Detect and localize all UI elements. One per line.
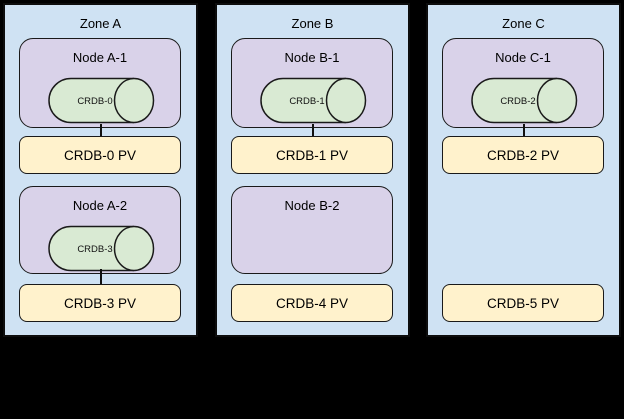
connector-line bbox=[523, 124, 525, 137]
pv-crdb-2: CRDB-2 PV bbox=[442, 136, 604, 174]
pv-crdb-0: CRDB-0 PV bbox=[19, 136, 181, 174]
pv-crdb-2-label: CRDB-2 PV bbox=[486, 147, 559, 163]
crdb-3-cylinder-icon: CRDB-3 bbox=[47, 225, 155, 272]
node-c-1-title: Node C-1 bbox=[495, 50, 551, 65]
zone-b-panel: Zone B Node B-1 CRDB-1 CRDB-1 PV Node B-… bbox=[215, 3, 410, 337]
node-a-1: Node A-1 CRDB-0 bbox=[19, 38, 181, 128]
node-a-1-title: Node A-1 bbox=[72, 50, 128, 65]
pv-crdb-4-label: CRDB-4 PV bbox=[275, 295, 348, 311]
zone-a-title: Zone A bbox=[79, 16, 122, 31]
pv-crdb-5: CRDB-5 PV bbox=[442, 284, 604, 322]
zone-c-title: Zone C bbox=[502, 16, 545, 31]
pv-crdb-4: CRDB-4 PV bbox=[231, 284, 393, 322]
pv-crdb-1: CRDB-1 PV bbox=[231, 136, 393, 174]
connector-line bbox=[100, 269, 102, 285]
crdb-3-cylinder-label: CRDB-3 bbox=[77, 244, 112, 255]
connector-line bbox=[100, 124, 102, 137]
node-c-1: Node C-1 CRDB-2 bbox=[442, 38, 604, 128]
zone-b-title: Zone B bbox=[291, 16, 334, 31]
node-a-2: Node A-2 CRDB-3 bbox=[19, 186, 181, 274]
crdb-1-cylinder-icon: CRDB-1 bbox=[259, 77, 367, 124]
crdb-0-cylinder-label: CRDB-0 bbox=[77, 96, 112, 107]
crdb-2-cylinder-icon: CRDB-2 bbox=[470, 77, 578, 124]
connector-line bbox=[312, 124, 314, 137]
pv-crdb-1-label: CRDB-1 PV bbox=[275, 147, 348, 163]
node-b-2: Node B-2 bbox=[231, 186, 393, 274]
crdb-0-cylinder-icon: CRDB-0 bbox=[47, 77, 155, 124]
pv-crdb-5-label: CRDB-5 PV bbox=[486, 295, 559, 311]
pv-crdb-0-label: CRDB-0 PV bbox=[63, 147, 136, 163]
crdb-2-cylinder-label: CRDB-2 bbox=[500, 96, 535, 107]
node-a-2-title: Node A-2 bbox=[72, 198, 128, 213]
node-b-2-title: Node B-2 bbox=[284, 198, 340, 213]
pv-crdb-3: CRDB-3 PV bbox=[19, 284, 181, 322]
zone-a-panel: Zone A Node A-1 CRDB-0 CRDB-0 PV Node A-… bbox=[3, 3, 198, 337]
crdb-1-cylinder-label: CRDB-1 bbox=[289, 96, 324, 107]
node-b-1-title: Node B-1 bbox=[284, 50, 340, 65]
node-b-1: Node B-1 CRDB-1 bbox=[231, 38, 393, 128]
zone-c-panel: Zone C Node C-1 CRDB-2 CRDB-2 PV CRDB-5 … bbox=[426, 3, 621, 337]
pv-crdb-3-label: CRDB-3 PV bbox=[63, 295, 136, 311]
